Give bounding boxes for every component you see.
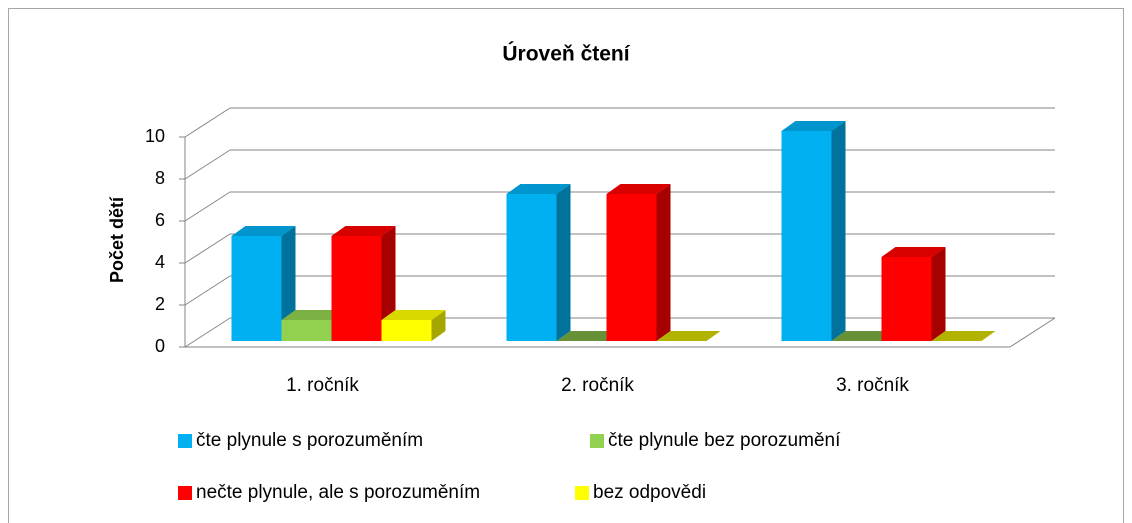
bar-top: [556, 331, 621, 341]
bar: [506, 184, 571, 341]
bar-top-shade: [781, 121, 846, 131]
bar: [556, 331, 621, 341]
bar-front: [506, 194, 557, 341]
grid-line-side: [184, 149, 231, 180]
floor-right: [1009, 317, 1056, 348]
bar-top-shade: [931, 331, 996, 341]
legend-label: čte plynule s porozuměním: [196, 430, 423, 451]
bar-side-shade: [281, 226, 296, 341]
bar-side-shade: [831, 121, 846, 341]
bar-top-shade: [881, 247, 946, 257]
bar-top-shade: [381, 310, 446, 320]
bar-front: [881, 257, 932, 341]
y-tick-label: 10: [145, 126, 165, 146]
bar-front: [381, 320, 432, 341]
bar-side: [831, 121, 846, 341]
bar-front: [606, 194, 657, 341]
bar: [606, 184, 671, 341]
bar-top: [381, 310, 446, 320]
bar: [656, 331, 721, 341]
bar: [931, 331, 996, 341]
grid-line-side: [184, 233, 231, 264]
x-tick-label: 1. ročník: [286, 375, 359, 396]
bar-top: [881, 247, 946, 257]
bar-top: [931, 331, 996, 341]
bar-top-shade: [556, 331, 621, 341]
legend-label: nečte plynule, ale s porozuměním: [196, 482, 480, 503]
x-tick-label: 3. ročník: [836, 375, 909, 396]
y-tick-label: 8: [155, 168, 165, 188]
bar-side-shade: [931, 247, 946, 341]
bar-top: [656, 331, 721, 341]
bar-top-shade: [606, 184, 671, 194]
legend-swatch: [575, 486, 589, 500]
grid-line-side: [184, 191, 231, 222]
y-tick-label: 0: [155, 336, 165, 356]
bar-side: [431, 310, 446, 341]
chart-title: Úroveň čtení: [502, 42, 630, 66]
grid-line-side: [184, 275, 231, 306]
bar: [881, 247, 946, 341]
legend-swatch: [178, 434, 192, 448]
x-tick-label: 2. ročník: [561, 375, 634, 396]
bar-side-shade: [556, 184, 571, 341]
legend-label: čte plynule bez porozumění: [608, 430, 841, 451]
grid-line-side: [184, 317, 231, 348]
bar-top: [831, 331, 896, 341]
y-tick-label: 6: [155, 210, 165, 230]
bar: [231, 226, 296, 341]
bar-side-shade: [431, 310, 446, 341]
bar-front: [281, 320, 332, 341]
bar: [331, 226, 396, 341]
bar-top: [781, 121, 846, 131]
bar-top: [506, 184, 571, 194]
y-tick-label: 4: [155, 252, 165, 272]
bar-top-shade: [506, 184, 571, 194]
bar-top: [331, 226, 396, 236]
y-tick-label: 2: [155, 294, 165, 314]
bar-side: [381, 226, 396, 341]
bar-top: [231, 226, 296, 236]
bar: [781, 121, 846, 341]
bar: [831, 331, 896, 341]
legend-swatch: [178, 486, 192, 500]
legend-label: bez odpovědi: [593, 482, 706, 503]
bar-side: [556, 184, 571, 341]
legend-swatch: [590, 434, 604, 448]
y-axis-label: Počet dětí: [107, 196, 127, 283]
bar-side: [931, 247, 946, 341]
bar-top-shade: [231, 226, 296, 236]
bar-top-shade: [281, 310, 346, 320]
bar-front: [331, 236, 382, 341]
bar-front: [231, 236, 282, 341]
bar-top-shade: [656, 331, 721, 341]
bar: [381, 310, 446, 341]
bar-top-shade: [831, 331, 896, 341]
bar-side-shade: [656, 184, 671, 341]
bar-top: [606, 184, 671, 194]
bar-side: [281, 226, 296, 341]
grid-line-side: [184, 107, 231, 138]
bar-top: [281, 310, 346, 320]
bar-front: [781, 131, 832, 341]
bar-side-shade: [381, 226, 396, 341]
bar-side: [656, 184, 671, 341]
bar-top-shade: [331, 226, 396, 236]
